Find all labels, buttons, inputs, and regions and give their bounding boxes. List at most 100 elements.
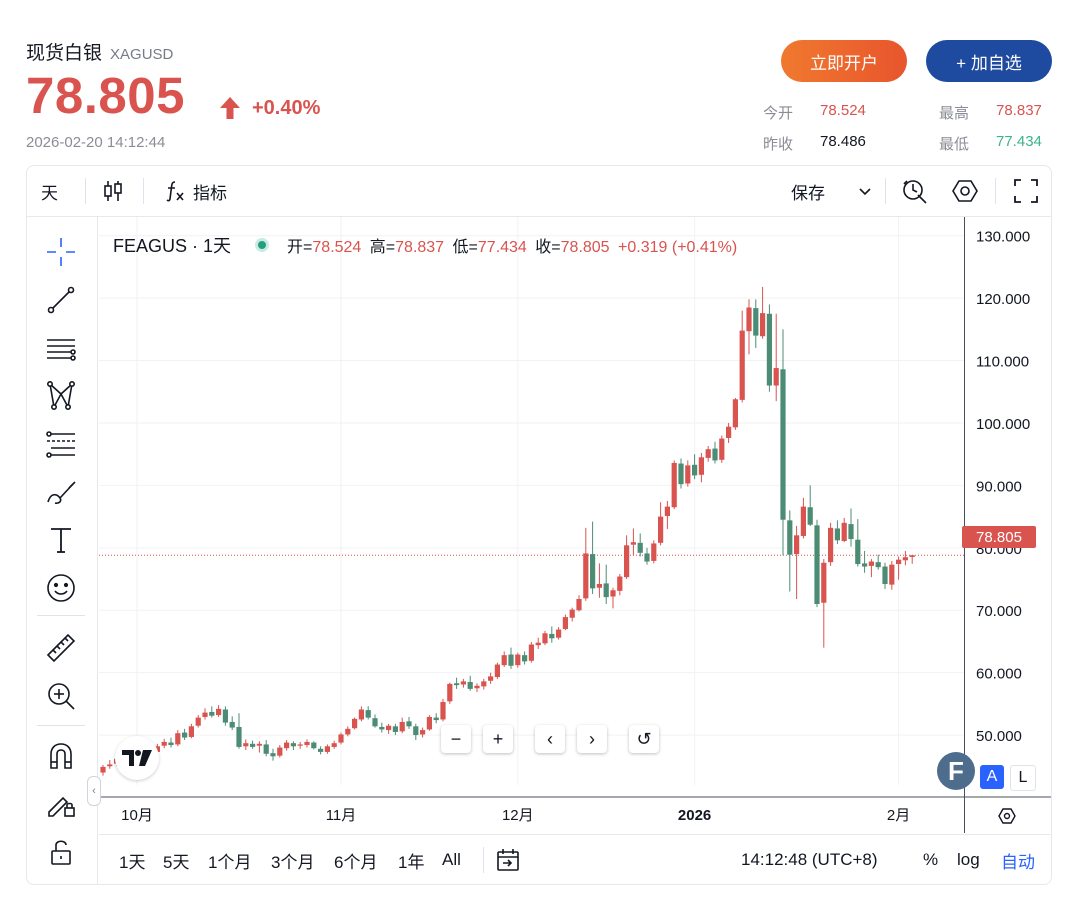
candle-body [624, 545, 630, 578]
candle-body [753, 308, 759, 336]
candle-body [440, 701, 446, 720]
legend-symbol: FEAGUS · 1天 [113, 236, 232, 256]
candle-body [562, 617, 568, 629]
reset-chart-button[interactable]: ↺ [629, 725, 659, 753]
candle-body [862, 563, 868, 567]
range-all[interactable]: All [442, 850, 461, 869]
range-5d[interactable]: 5天 [163, 852, 190, 872]
pattern-tool[interactable] [43, 378, 79, 414]
scroll-right-button[interactable]: › [577, 725, 607, 753]
save-menu-button[interactable] [857, 166, 873, 216]
price-chart[interactable]: 130.000120.000110.000100.00090.00080.000… [99, 217, 1051, 833]
parallel-lines-tool[interactable] [43, 330, 79, 366]
brush-tool[interactable] [43, 474, 79, 510]
goto-date-button[interactable] [495, 835, 521, 884]
candle-body [739, 330, 745, 400]
quote-timestamp: 2026-02-20 14:12:44 [26, 134, 166, 151]
fib-tool[interactable] [43, 426, 79, 462]
pattern-icon [46, 380, 75, 410]
candle-body [896, 559, 902, 565]
log-scale-button[interactable]: L [1010, 765, 1036, 791]
text-tool[interactable] [43, 522, 79, 558]
candle-body [814, 525, 820, 604]
candle-body [481, 681, 487, 687]
y-tick-label: 50.000 [976, 728, 1022, 745]
broker-f-icon[interactable]: F [937, 752, 975, 790]
indicators-label: 指标 [193, 183, 227, 203]
candle-body [345, 728, 351, 735]
lock-drawings-tool[interactable] [43, 786, 79, 822]
candle-body [433, 717, 439, 721]
candle-body [508, 654, 514, 666]
collapse-toolbar-icon[interactable]: ‹ [87, 776, 101, 806]
percent-scale-button[interactable]: % [923, 850, 939, 869]
candle-body [644, 553, 650, 562]
magnet-icon [50, 743, 72, 769]
candle-body [603, 583, 609, 598]
zoom-out-button[interactable]: − [441, 725, 471, 753]
legend-close-value: 78.805 [560, 239, 610, 256]
y-tick-label: 100.000 [976, 416, 1030, 433]
candle-body [474, 685, 480, 689]
tradingview-logo[interactable] [115, 736, 159, 780]
range-3m[interactable]: 3个月 [271, 852, 315, 872]
candle-body [583, 553, 589, 599]
candle-body [773, 368, 779, 386]
chart-clock[interactable]: 14:12:48 (UTC+8) [741, 850, 878, 869]
indicators-button[interactable]: 指标 [163, 166, 227, 216]
fullscreen-button[interactable] [1013, 166, 1039, 216]
magnet-tool[interactable] [43, 738, 79, 774]
candlestick-icon [104, 181, 122, 201]
candle-body [406, 721, 412, 727]
chevron-down-icon [859, 188, 871, 196]
emoji-tool[interactable] [43, 570, 79, 606]
auto-scale-toggle[interactable]: 自动 [1001, 852, 1035, 872]
candle-body [460, 681, 466, 685]
range-6m[interactable]: 6个月 [334, 852, 378, 872]
crosshair-tool[interactable] [43, 234, 79, 270]
legend-close-key: 收= [535, 239, 561, 256]
calendar-icon [497, 849, 519, 871]
candle-body [569, 609, 575, 618]
save-button[interactable]: 保存 [791, 183, 825, 203]
candle-body [658, 516, 664, 543]
scroll-left-button[interactable]: ‹ [535, 725, 565, 753]
settings-button[interactable] [951, 166, 979, 216]
candle-body [746, 307, 752, 332]
zoom-in-tool[interactable] [43, 678, 79, 714]
chart-panel: 天 指标 保存 [26, 165, 1052, 885]
chart-type-button[interactable] [101, 166, 125, 216]
x-tick-label: 11月 [326, 807, 357, 824]
candle-body [630, 542, 636, 545]
candle-body [365, 710, 371, 718]
alert-button[interactable] [901, 166, 929, 216]
settings-hexagon-icon [952, 180, 978, 202]
candle-body [324, 746, 330, 752]
unlock-tool[interactable] [43, 834, 79, 870]
candle-body [576, 598, 582, 611]
open-account-button[interactable]: 立即开户 [781, 40, 907, 82]
log-scale-toggle[interactable]: log [957, 850, 980, 869]
zoom-in-button[interactable]: + [483, 725, 513, 753]
candle-body [705, 449, 711, 458]
candle-body [637, 542, 643, 553]
auto-scale-button[interactable]: A [980, 765, 1004, 789]
ruler-tool[interactable] [43, 630, 79, 666]
add-watchlist-button[interactable]: + 加自选 [926, 40, 1052, 82]
interval-selector[interactable]: 天 [41, 183, 58, 203]
candle-body [338, 734, 344, 743]
range-1d[interactable]: 1天 [119, 852, 146, 872]
candle-body [392, 726, 398, 732]
trendline-tool[interactable] [43, 282, 79, 318]
candle-body [685, 465, 691, 484]
range-1m[interactable]: 1个月 [208, 852, 252, 872]
legend-high-value: 78.837 [395, 239, 445, 256]
candle-body [542, 633, 548, 644]
range-1y[interactable]: 1年 [398, 852, 425, 872]
current-price-label: 78.805 [962, 526, 1036, 548]
candle-body [494, 664, 500, 678]
candle-body [698, 457, 704, 475]
candle-body [161, 741, 167, 746]
parallel-lines-icon [47, 339, 76, 361]
candle-body [229, 721, 235, 728]
